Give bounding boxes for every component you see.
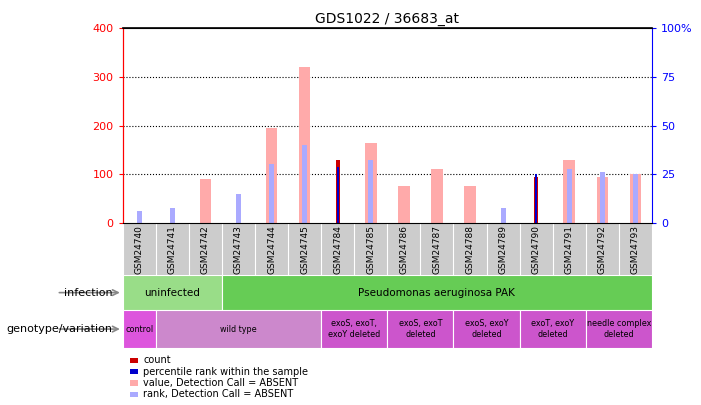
- Text: GSM24742: GSM24742: [201, 225, 210, 274]
- Text: GSM24787: GSM24787: [433, 225, 442, 274]
- Bar: [519, 310, 586, 348]
- Bar: [200, 179, 211, 223]
- Text: GSM24793: GSM24793: [631, 225, 640, 274]
- Bar: [336, 160, 340, 223]
- Bar: [600, 172, 605, 223]
- Text: GSM24784: GSM24784: [333, 225, 342, 274]
- Bar: [236, 194, 241, 223]
- Bar: [398, 186, 409, 223]
- Bar: [222, 275, 652, 310]
- Bar: [535, 174, 537, 223]
- Text: exoS, exoT,
exoY deleted: exoS, exoT, exoY deleted: [328, 320, 381, 339]
- Text: Pseudomonas aeruginosa PAK: Pseudomonas aeruginosa PAK: [358, 288, 515, 298]
- Bar: [266, 128, 278, 223]
- Bar: [137, 211, 142, 223]
- Bar: [123, 310, 156, 348]
- Text: GSM24741: GSM24741: [168, 225, 177, 274]
- Bar: [156, 310, 321, 348]
- Text: GSM24788: GSM24788: [465, 225, 475, 274]
- Bar: [387, 310, 454, 348]
- Bar: [597, 177, 608, 223]
- Text: exoS, exoY
deleted: exoS, exoY deleted: [465, 320, 508, 339]
- Text: GSM24789: GSM24789: [498, 225, 508, 274]
- Bar: [586, 310, 652, 348]
- Bar: [566, 169, 572, 223]
- Bar: [321, 310, 387, 348]
- Bar: [299, 67, 311, 223]
- Text: uninfected: uninfected: [144, 288, 200, 298]
- Text: GSM24791: GSM24791: [565, 225, 573, 274]
- Text: infection: infection: [64, 288, 112, 298]
- Text: exoS, exoT
deleted: exoS, exoT deleted: [399, 320, 442, 339]
- Text: percentile rank within the sample: percentile rank within the sample: [143, 367, 308, 377]
- Text: GSM24790: GSM24790: [531, 225, 540, 274]
- Bar: [633, 174, 638, 223]
- Text: GSM24745: GSM24745: [300, 225, 309, 274]
- Bar: [365, 143, 376, 223]
- Bar: [564, 160, 575, 223]
- Bar: [431, 169, 443, 223]
- Text: GSM24744: GSM24744: [267, 225, 276, 274]
- Title: GDS1022 / 36683_at: GDS1022 / 36683_at: [315, 12, 459, 26]
- Text: needle complex
deleted: needle complex deleted: [587, 320, 651, 339]
- Text: genotype/variation: genotype/variation: [6, 324, 112, 334]
- Text: GSM24785: GSM24785: [366, 225, 375, 274]
- Bar: [501, 208, 505, 223]
- Text: control: control: [125, 324, 154, 334]
- Bar: [336, 167, 339, 223]
- Text: GSM24786: GSM24786: [400, 225, 409, 274]
- Text: count: count: [143, 356, 171, 365]
- Bar: [464, 186, 476, 223]
- Bar: [269, 164, 274, 223]
- Text: wild type: wild type: [220, 324, 257, 334]
- Text: GSM24792: GSM24792: [598, 225, 607, 274]
- Bar: [454, 310, 519, 348]
- Text: value, Detection Call = ABSENT: value, Detection Call = ABSENT: [143, 378, 299, 388]
- Bar: [368, 160, 373, 223]
- Bar: [170, 208, 175, 223]
- Bar: [534, 177, 538, 223]
- Bar: [629, 174, 641, 223]
- Text: exoT, exoY
deleted: exoT, exoY deleted: [531, 320, 574, 339]
- Bar: [123, 275, 222, 310]
- Bar: [302, 145, 307, 223]
- Text: rank, Detection Call = ABSENT: rank, Detection Call = ABSENT: [143, 390, 294, 399]
- Text: GSM24743: GSM24743: [234, 225, 243, 274]
- Text: GSM24740: GSM24740: [135, 225, 144, 274]
